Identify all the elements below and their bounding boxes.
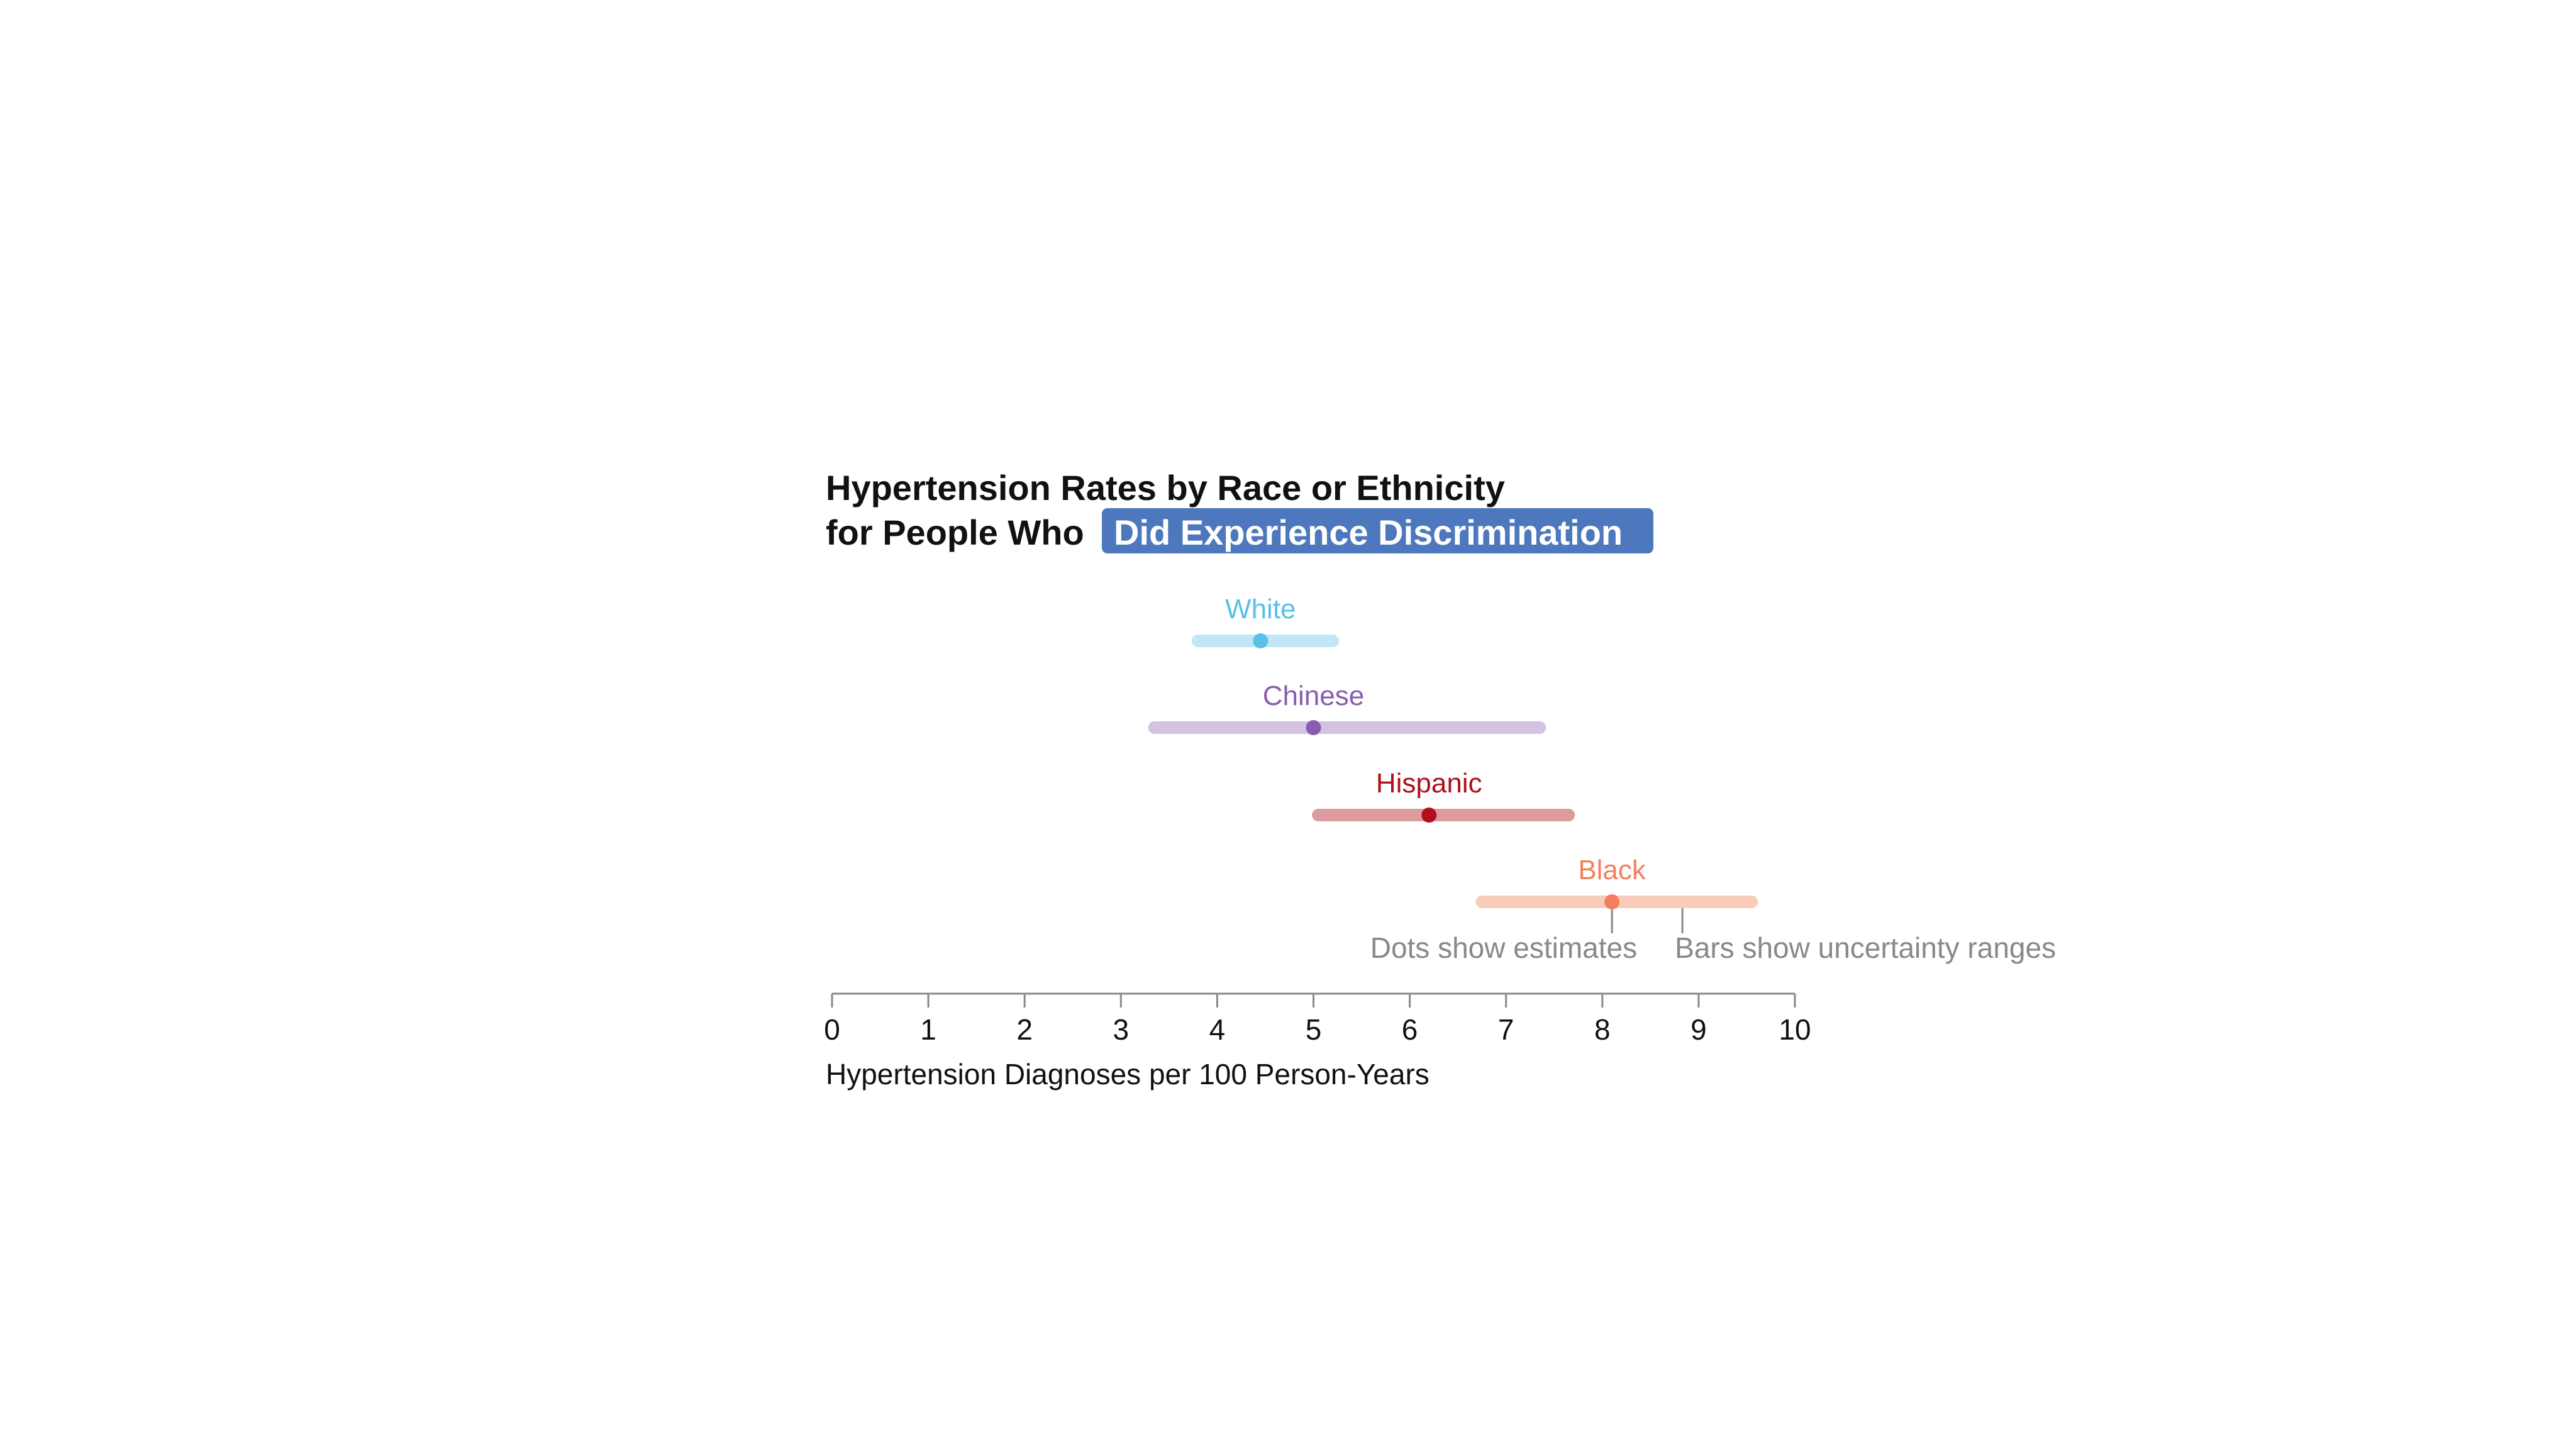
intervals-group: White Chinese Hispanic Black (1148, 594, 1758, 909)
x-tick-label-3: 3 (1113, 1013, 1130, 1046)
series-label-black: Black (1578, 855, 1646, 886)
x-tick-label-6: 6 (1402, 1013, 1418, 1046)
series-label-hispanic: Hispanic (1376, 768, 1482, 799)
chart-title-line1: Hypertension Rates by Race or Ethnicity (826, 468, 1505, 508)
title-highlight-box (1102, 508, 1653, 553)
x-tick-label-9: 9 (1690, 1013, 1707, 1046)
x-axis-label: Hypertension Diagnoses per 100 Person-Ye… (826, 1058, 1430, 1091)
estimate-dot-black (1604, 894, 1620, 909)
x-axis: 0 1 2 3 4 5 6 7 8 9 10 (824, 992, 1811, 1046)
estimate-dot-hispanic (1421, 808, 1437, 823)
chart-title-line2: for People Who (826, 513, 1084, 552)
annotation-dots: Dots show estimates (1370, 931, 1637, 964)
x-tick-label-8: 8 (1594, 1013, 1611, 1046)
title-highlight-text: Did Experience Discrimination (1114, 513, 1623, 552)
estimate-dot-chinese (1306, 720, 1321, 735)
annotation-bars: Bars show uncertainty ranges (1675, 931, 2056, 964)
x-tick-label-2: 2 (1016, 1013, 1033, 1046)
x-tick-label-7: 7 (1498, 1013, 1514, 1046)
x-tick-label-5: 5 (1306, 1013, 1322, 1046)
x-tick-label-0: 0 (824, 1013, 840, 1046)
x-tick-label-1: 1 (920, 1013, 936, 1046)
series-label-white: White (1225, 594, 1296, 625)
annotations-group: Dots show estimates Bars show uncertainty… (1370, 908, 2056, 964)
x-tick-label-4: 4 (1209, 1013, 1226, 1046)
estimate-dot-white (1253, 633, 1269, 648)
series-label-chinese: Chinese (1263, 680, 1364, 711)
x-tick-label-10: 10 (1779, 1013, 1811, 1046)
